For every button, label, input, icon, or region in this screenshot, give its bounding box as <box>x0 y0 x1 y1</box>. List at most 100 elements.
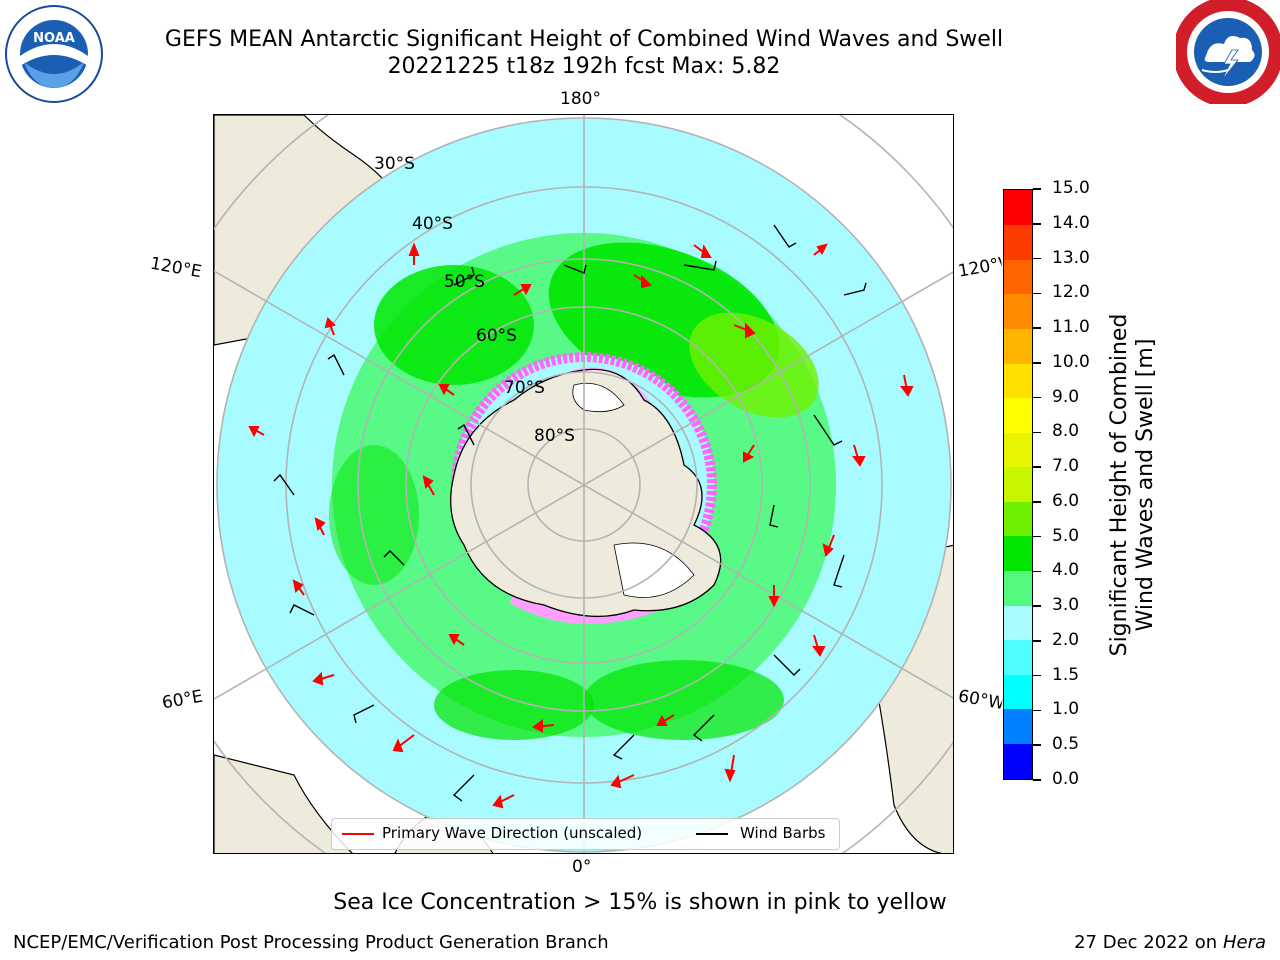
lat-label-60: 60°S <box>476 326 517 346</box>
colorbar-tick-label: 3.0 <box>1052 595 1080 616</box>
colorbar-segment <box>1004 362 1032 399</box>
wave-arrow <box>610 774 635 789</box>
wind-barb <box>683 260 717 271</box>
wind-barb <box>563 264 587 274</box>
colorbar-tick <box>1033 744 1041 746</box>
lat-label-40: 40°S <box>412 214 453 234</box>
colorbar-segment <box>1004 639 1032 675</box>
wind-barb <box>383 550 405 566</box>
wind-barb <box>692 714 715 742</box>
colorbar <box>1003 189 1033 780</box>
wave-band-high-5 <box>329 445 419 585</box>
wave-arrow <box>248 426 265 438</box>
wave-direction-swatch <box>342 833 374 835</box>
lat-label-70: 70°S <box>504 378 545 398</box>
wave-arrow <box>743 444 755 463</box>
wave-arrow <box>813 243 828 256</box>
colorbar-segment <box>1004 190 1032 226</box>
colorbar-tick <box>1033 188 1041 190</box>
colorbar-tick-label: 5.0 <box>1052 525 1080 546</box>
colorbar-tick-label: 13.0 <box>1052 247 1090 268</box>
colorbar-tick <box>1033 257 1041 260</box>
wave-arrow <box>852 444 866 467</box>
colorbar-segment <box>1004 466 1032 502</box>
lat-label-50: 50°S <box>444 272 485 292</box>
sea-ice-caption: Sea Ice Concentration > 15% is shown in … <box>333 890 947 915</box>
colorbar-tick-label: 8.0 <box>1052 421 1080 442</box>
wind-barb <box>457 423 475 446</box>
wave-arrow <box>900 374 914 397</box>
lat-label-80: 80°S <box>534 426 575 446</box>
colorbar-tick <box>1033 431 1041 434</box>
colorbar-tick-label: 1.5 <box>1052 664 1080 685</box>
colorbar-tick-label: 2.0 <box>1052 629 1080 650</box>
noaa-logo-text: NOAA <box>33 31 75 46</box>
wind-barb <box>833 554 845 588</box>
colorbar-tick-label: 4.0 <box>1052 560 1080 581</box>
lon-label-60e: 60°E <box>160 686 205 714</box>
wave-arrow <box>768 585 780 608</box>
colorbar-tick <box>1033 640 1041 642</box>
colorbar-tick <box>1033 709 1041 712</box>
wave-arrow <box>822 534 835 558</box>
lon-label-0: 0° <box>572 857 592 877</box>
colorbar-tick <box>1033 535 1041 538</box>
meridian-lines <box>214 115 953 853</box>
wave-arrow <box>422 475 435 496</box>
colorbar-tick <box>1033 779 1041 781</box>
map-panel: 180° 30°S 40°S 50°S 60°S 70°S 80°S <box>213 114 954 854</box>
colorbar-tick <box>1033 466 1041 468</box>
wind-barbs <box>273 224 867 802</box>
colorbar-tick-label: 11.0 <box>1052 317 1090 338</box>
colorbar-segment <box>1004 259 1032 295</box>
colorbar-tick-label: 9.0 <box>1052 386 1080 407</box>
colorbar-tick-label: 0.0 <box>1052 769 1080 789</box>
wave-arrow <box>733 322 756 339</box>
colorbar-segment <box>1004 328 1032 364</box>
wind-barb <box>289 604 315 616</box>
colorbar-segment <box>1004 570 1032 606</box>
wave-arrow <box>312 671 335 686</box>
wave-arrow <box>292 579 305 596</box>
noaa-logo: NOAA <box>5 5 103 103</box>
wave-arrows <box>248 242 914 809</box>
wind-barb-swatch <box>696 833 728 835</box>
colorbar-tick-label: 10.0 <box>1052 351 1090 372</box>
wind-barb <box>773 654 801 676</box>
wind-barb <box>453 266 475 286</box>
wave-arrow <box>532 719 555 733</box>
colorbar-segment <box>1004 224 1032 260</box>
wind-barb <box>843 282 867 296</box>
wave-band-high-2 <box>374 265 534 385</box>
footer-date: 27 Dec 2022 on Hera <box>1074 932 1266 953</box>
colorbar-tick <box>1033 396 1041 399</box>
wind-barb-label: Wind Barbs <box>740 824 826 842</box>
colorbar-segment <box>1004 605 1032 641</box>
colorbar-segment <box>1004 708 1032 744</box>
lon-label-120e: 120°E <box>148 253 204 283</box>
wave-arrow <box>314 517 326 536</box>
wave-arrow <box>812 634 826 657</box>
chart-title: GEFS MEAN Antarctic Significant Height o… <box>164 27 1004 52</box>
chart-subtitle: 20221225 t18z 192h fcst Max: 5.82 <box>387 54 781 79</box>
colorbar-segment <box>1004 293 1032 329</box>
footer-host: Hera <box>1222 932 1266 953</box>
wave-arrow <box>448 634 465 646</box>
wave-arrow <box>693 244 712 258</box>
wind-barb <box>769 504 779 528</box>
colorbar-tick <box>1033 605 1041 607</box>
wave-band-high-4 <box>584 660 784 740</box>
colorbar-tick <box>1033 292 1041 295</box>
wave-arrow <box>408 242 420 265</box>
colorbar-tick-label: 15.0 <box>1052 178 1090 198</box>
wind-barb <box>452 774 475 802</box>
weddell-ice <box>613 542 695 598</box>
wind-barb <box>773 224 797 248</box>
wave-arrow <box>492 794 515 809</box>
colorbar-tick-label: 0.5 <box>1052 734 1080 755</box>
colorbar-tick <box>1033 570 1041 573</box>
colorbar-tick <box>1033 674 1041 677</box>
colorbar-segment <box>1004 432 1032 468</box>
wave-arrow <box>392 734 415 753</box>
colorbar-tick <box>1033 362 1041 364</box>
